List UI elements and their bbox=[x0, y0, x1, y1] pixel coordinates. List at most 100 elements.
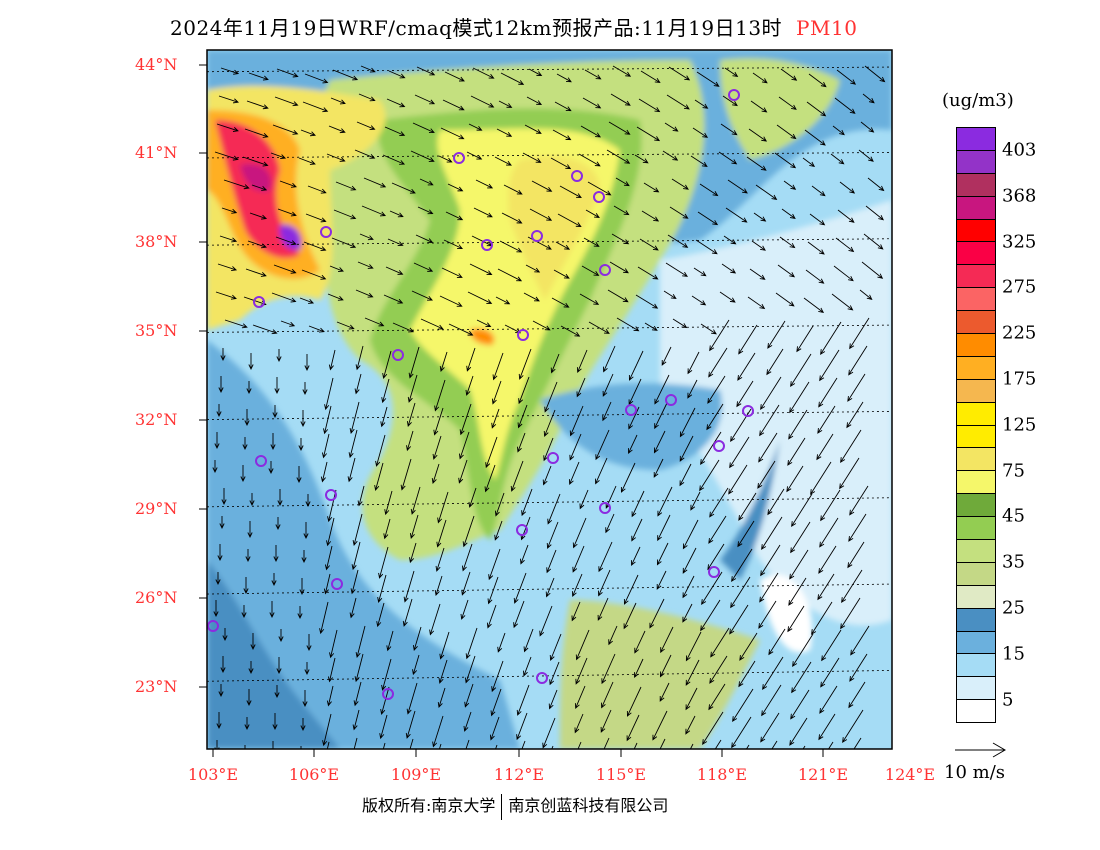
wind-arrow bbox=[219, 516, 225, 530]
wind-arrow bbox=[641, 210, 660, 222]
wind-arrow bbox=[448, 323, 474, 336]
wind-arrow bbox=[222, 628, 228, 642]
wind-arrow bbox=[244, 128, 269, 138]
wind-arrow bbox=[723, 235, 737, 245]
wind-arrow bbox=[608, 625, 618, 646]
wind-arrow bbox=[276, 349, 282, 363]
wind-arrow bbox=[847, 373, 866, 402]
wind-arrow bbox=[223, 179, 250, 190]
wind-arrow bbox=[554, 101, 572, 112]
wind-arrow bbox=[272, 713, 278, 731]
station-marker bbox=[742, 405, 754, 417]
wind-arrow bbox=[666, 94, 690, 110]
wind-arrow bbox=[848, 345, 868, 376]
wind-arrow bbox=[730, 576, 751, 609]
colorbar-label: 75 bbox=[1002, 460, 1025, 481]
colorbar-swatch bbox=[957, 471, 995, 495]
wind-arrow bbox=[708, 683, 726, 711]
station-marker bbox=[665, 394, 677, 406]
wind-arrow bbox=[240, 465, 246, 483]
map-frame bbox=[206, 49, 893, 750]
wind-arrow bbox=[831, 293, 854, 311]
wind-arrow bbox=[469, 263, 493, 276]
lon-label: 124°E bbox=[884, 765, 936, 784]
wind-arrow bbox=[603, 737, 610, 749]
wind-arrow bbox=[664, 122, 679, 132]
wind-arrow bbox=[439, 631, 450, 660]
pollutant-label: PM10 bbox=[796, 16, 858, 40]
wind-arrow bbox=[859, 289, 873, 301]
wind-arrow bbox=[408, 346, 420, 379]
wind-arrow bbox=[465, 739, 470, 749]
wind-arrow bbox=[328, 349, 336, 371]
wind-arrow bbox=[214, 151, 239, 161]
wind-arrow bbox=[679, 463, 692, 487]
wind-arrow bbox=[653, 458, 664, 478]
wind-arrow bbox=[780, 68, 798, 81]
station-marker bbox=[516, 524, 528, 536]
wind-arrow bbox=[671, 178, 689, 190]
wind-arrow bbox=[248, 353, 254, 371]
wind-arrow bbox=[278, 629, 284, 643]
wind-arrow bbox=[571, 601, 581, 622]
wind-arrow bbox=[216, 404, 222, 418]
wind-arrow bbox=[583, 237, 600, 247]
wind-arrow bbox=[298, 438, 304, 452]
wind-arrow bbox=[690, 491, 701, 511]
wind-arrow bbox=[738, 660, 756, 688]
wind-arrow bbox=[218, 376, 224, 394]
wind-arrow bbox=[496, 128, 513, 137]
wind-arrow bbox=[300, 129, 316, 137]
wind-arrow bbox=[551, 297, 570, 308]
wind-arrow bbox=[445, 211, 464, 221]
wind-arrow bbox=[374, 462, 384, 491]
wind-arrow bbox=[598, 569, 611, 597]
wind-arrow bbox=[439, 295, 463, 307]
wind-arrow bbox=[333, 209, 357, 220]
wind-arrow bbox=[391, 182, 416, 194]
wind-arrow bbox=[300, 718, 306, 732]
wind-arrow bbox=[358, 93, 376, 102]
wind-arrow bbox=[412, 626, 422, 652]
wind-arrow bbox=[277, 208, 297, 217]
wind-arrow bbox=[355, 345, 364, 371]
wind-arrow bbox=[249, 493, 255, 507]
wind-arrow bbox=[348, 429, 358, 459]
wind-arrow bbox=[776, 124, 797, 140]
wind-arrow bbox=[580, 125, 602, 138]
wind-arrow bbox=[248, 661, 254, 675]
wind-arrow bbox=[380, 686, 390, 715]
wind-arrow bbox=[409, 542, 417, 564]
wind-arrow bbox=[584, 69, 602, 80]
wind-arrow bbox=[652, 710, 668, 741]
wind-arrow bbox=[606, 149, 631, 164]
wind-arrow bbox=[790, 353, 812, 387]
wind-arrow bbox=[487, 576, 499, 605]
wind-arrow bbox=[388, 70, 406, 79]
wind-arrow bbox=[410, 150, 435, 162]
wind-arrow bbox=[694, 99, 709, 109]
wind-arrow bbox=[811, 601, 833, 635]
wind-arrow bbox=[276, 657, 282, 675]
wind-arrow bbox=[579, 489, 589, 510]
wind-arrow bbox=[461, 543, 473, 572]
wind-arrow bbox=[379, 714, 388, 740]
wind-arrow bbox=[552, 129, 572, 141]
wind-arrow bbox=[327, 489, 337, 523]
wind-arrow bbox=[298, 157, 316, 165]
wind-arrow bbox=[330, 97, 346, 105]
wind-arrow bbox=[667, 234, 689, 248]
wind-arrow bbox=[475, 179, 494, 189]
colorbar-swatch bbox=[957, 356, 995, 380]
wind-arrow bbox=[634, 630, 646, 654]
wind-arrow bbox=[560, 325, 581, 337]
wind-arrow bbox=[220, 656, 226, 674]
wind-arrow bbox=[420, 318, 444, 330]
wind-arrow bbox=[790, 689, 810, 720]
wind-arrow bbox=[759, 404, 780, 437]
wind-arrow bbox=[321, 433, 330, 459]
wind-arrow bbox=[631, 546, 641, 567]
wind-arrow bbox=[326, 153, 346, 162]
wind-arrow bbox=[766, 348, 784, 376]
wind-arrow bbox=[582, 97, 602, 109]
